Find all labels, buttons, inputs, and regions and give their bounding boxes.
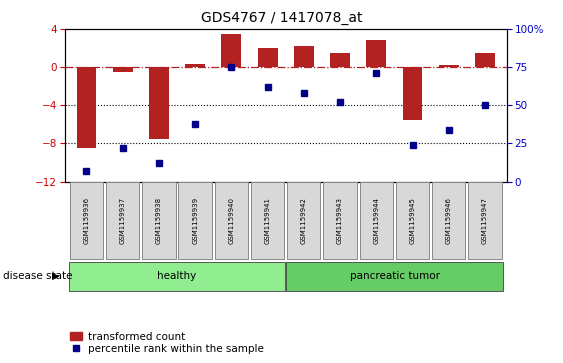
FancyBboxPatch shape	[69, 262, 285, 291]
Text: healthy: healthy	[158, 271, 196, 281]
Bar	[258, 48, 278, 67]
FancyBboxPatch shape	[178, 182, 212, 259]
Bar	[185, 64, 205, 67]
FancyBboxPatch shape	[468, 182, 502, 259]
Text: GSM1159938: GSM1159938	[156, 197, 162, 244]
FancyBboxPatch shape	[287, 182, 320, 259]
FancyBboxPatch shape	[70, 182, 103, 259]
Bar	[367, 41, 386, 67]
Legend: transformed count, percentile rank within the sample: transformed count, percentile rank withi…	[70, 331, 263, 354]
FancyBboxPatch shape	[215, 182, 248, 259]
Bar	[439, 65, 459, 67]
Text: GSM1159946: GSM1159946	[446, 197, 452, 244]
Text: disease state: disease state	[3, 271, 72, 281]
FancyBboxPatch shape	[142, 182, 176, 259]
FancyBboxPatch shape	[106, 182, 140, 259]
Bar	[77, 67, 96, 148]
Bar	[403, 67, 422, 119]
Text: GSM1159940: GSM1159940	[229, 197, 234, 244]
Text: GSM1159936: GSM1159936	[83, 197, 90, 244]
FancyBboxPatch shape	[432, 182, 466, 259]
Text: pancreatic tumor: pancreatic tumor	[350, 271, 440, 281]
Text: GSM1159945: GSM1159945	[409, 197, 415, 244]
Bar	[330, 53, 350, 67]
Text: GSM1159939: GSM1159939	[192, 197, 198, 244]
Bar	[113, 67, 133, 72]
Bar	[149, 67, 169, 139]
Text: GDS4767 / 1417078_at: GDS4767 / 1417078_at	[201, 11, 362, 25]
FancyBboxPatch shape	[286, 262, 503, 291]
FancyBboxPatch shape	[323, 182, 357, 259]
FancyBboxPatch shape	[360, 182, 393, 259]
FancyBboxPatch shape	[396, 182, 429, 259]
Text: GSM1159941: GSM1159941	[265, 197, 271, 244]
Bar	[475, 53, 495, 67]
Text: GSM1159947: GSM1159947	[482, 197, 488, 244]
Text: GSM1159944: GSM1159944	[373, 197, 379, 244]
Text: ▶: ▶	[52, 271, 59, 281]
Text: GSM1159942: GSM1159942	[301, 197, 307, 244]
Text: GSM1159943: GSM1159943	[337, 197, 343, 244]
FancyBboxPatch shape	[251, 182, 284, 259]
Bar	[221, 34, 242, 67]
Bar	[294, 46, 314, 67]
Text: GSM1159937: GSM1159937	[120, 197, 126, 244]
